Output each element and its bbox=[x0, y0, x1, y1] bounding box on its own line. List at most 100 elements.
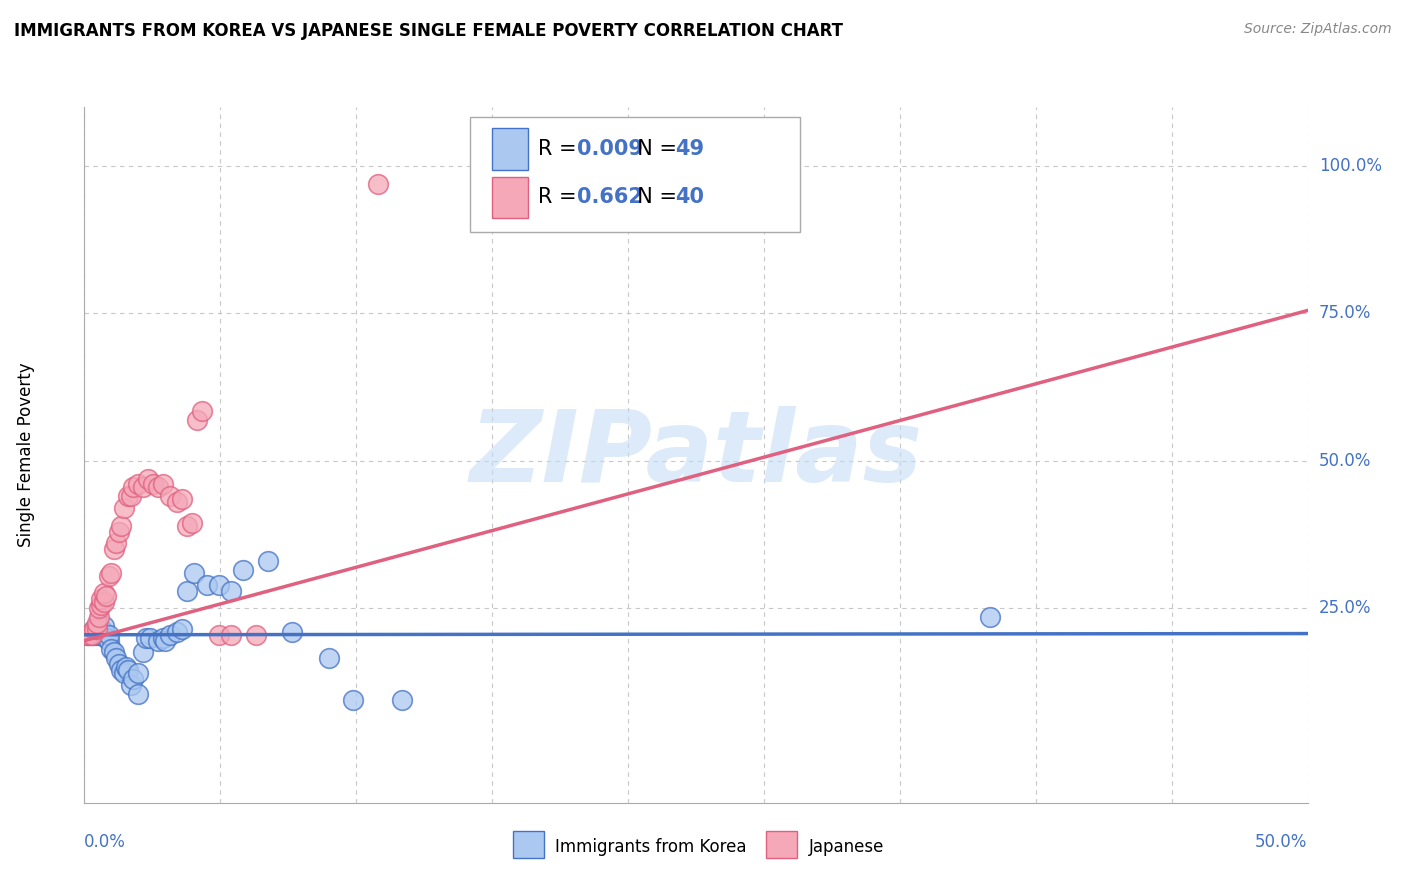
FancyBboxPatch shape bbox=[470, 118, 800, 232]
Point bbox=[115, 660, 138, 674]
Point bbox=[166, 624, 188, 639]
Point bbox=[90, 599, 112, 613]
Text: 25.0%: 25.0% bbox=[1319, 599, 1371, 617]
Point bbox=[93, 595, 115, 609]
Point bbox=[183, 566, 205, 580]
Point bbox=[132, 645, 155, 659]
Text: 75.0%: 75.0% bbox=[1319, 304, 1371, 322]
Point bbox=[86, 622, 108, 636]
Point bbox=[103, 645, 125, 659]
Point bbox=[93, 586, 115, 600]
Point bbox=[136, 471, 159, 485]
Point bbox=[195, 577, 218, 591]
Point bbox=[146, 480, 169, 494]
Point bbox=[208, 577, 231, 591]
Text: Japanese: Japanese bbox=[808, 838, 884, 856]
Point bbox=[219, 628, 242, 642]
Text: 50.0%: 50.0% bbox=[1256, 833, 1308, 851]
Text: R =: R = bbox=[538, 187, 583, 208]
Point bbox=[87, 619, 110, 633]
Text: 49: 49 bbox=[675, 139, 704, 159]
Point bbox=[80, 628, 103, 642]
Text: 0.662: 0.662 bbox=[578, 187, 643, 208]
Point bbox=[127, 666, 149, 681]
Point bbox=[120, 678, 142, 692]
Point bbox=[159, 489, 181, 503]
Text: Source: ZipAtlas.com: Source: ZipAtlas.com bbox=[1244, 22, 1392, 37]
Point bbox=[135, 631, 157, 645]
Point bbox=[367, 177, 389, 191]
Point bbox=[110, 518, 132, 533]
Point bbox=[80, 628, 103, 642]
Point bbox=[281, 624, 304, 639]
Point bbox=[159, 628, 181, 642]
Text: ZIPatlas: ZIPatlas bbox=[470, 407, 922, 503]
Point bbox=[142, 477, 165, 491]
Point bbox=[86, 615, 108, 630]
Point bbox=[97, 628, 120, 642]
Point bbox=[245, 628, 267, 642]
Point bbox=[83, 622, 105, 636]
Point bbox=[86, 622, 108, 636]
Point bbox=[93, 624, 115, 639]
Point bbox=[122, 672, 145, 686]
Point bbox=[208, 628, 231, 642]
Point bbox=[96, 590, 118, 604]
Point bbox=[152, 477, 174, 491]
Point bbox=[100, 566, 122, 580]
Point bbox=[107, 524, 129, 539]
Point bbox=[90, 592, 112, 607]
Text: 0.0%: 0.0% bbox=[84, 833, 127, 851]
Point bbox=[83, 628, 105, 642]
Point bbox=[97, 633, 120, 648]
Point bbox=[77, 628, 100, 642]
Text: R =: R = bbox=[538, 139, 583, 159]
Point bbox=[257, 554, 280, 568]
Point bbox=[90, 628, 112, 642]
Point bbox=[139, 631, 162, 645]
Point bbox=[107, 657, 129, 672]
Point bbox=[87, 601, 110, 615]
Point bbox=[112, 500, 135, 515]
Point bbox=[181, 516, 204, 530]
Point bbox=[117, 663, 139, 677]
Point bbox=[152, 631, 174, 645]
Point bbox=[77, 628, 100, 642]
Point bbox=[342, 692, 364, 706]
Point bbox=[232, 563, 254, 577]
Text: 40: 40 bbox=[675, 187, 704, 208]
Text: 0.009: 0.009 bbox=[578, 139, 644, 159]
Point bbox=[103, 542, 125, 557]
Point bbox=[219, 583, 242, 598]
Point bbox=[110, 663, 132, 677]
Point bbox=[96, 631, 118, 645]
Point bbox=[153, 633, 176, 648]
Point bbox=[146, 633, 169, 648]
Text: Immigrants from Korea: Immigrants from Korea bbox=[555, 838, 747, 856]
Point bbox=[112, 666, 135, 681]
Point bbox=[176, 583, 198, 598]
Bar bbox=[492, 128, 529, 169]
Point bbox=[186, 412, 208, 426]
Text: 100.0%: 100.0% bbox=[1319, 157, 1382, 175]
Point bbox=[76, 628, 98, 642]
Point bbox=[97, 569, 120, 583]
Point bbox=[87, 624, 110, 639]
Point bbox=[172, 622, 194, 636]
Point bbox=[191, 403, 214, 417]
Point bbox=[120, 489, 142, 503]
Point bbox=[100, 642, 122, 657]
Point bbox=[172, 492, 194, 507]
Point bbox=[318, 651, 340, 665]
Point bbox=[90, 622, 112, 636]
Point bbox=[979, 610, 1001, 624]
Point bbox=[391, 692, 413, 706]
Text: Single Female Poverty: Single Female Poverty bbox=[17, 363, 35, 547]
Point bbox=[83, 622, 105, 636]
Point bbox=[127, 477, 149, 491]
Text: IMMIGRANTS FROM KOREA VS JAPANESE SINGLE FEMALE POVERTY CORRELATION CHART: IMMIGRANTS FROM KOREA VS JAPANESE SINGLE… bbox=[14, 22, 844, 40]
Text: N =: N = bbox=[624, 139, 683, 159]
Point bbox=[132, 480, 155, 494]
Point bbox=[105, 536, 128, 550]
Point bbox=[117, 489, 139, 503]
